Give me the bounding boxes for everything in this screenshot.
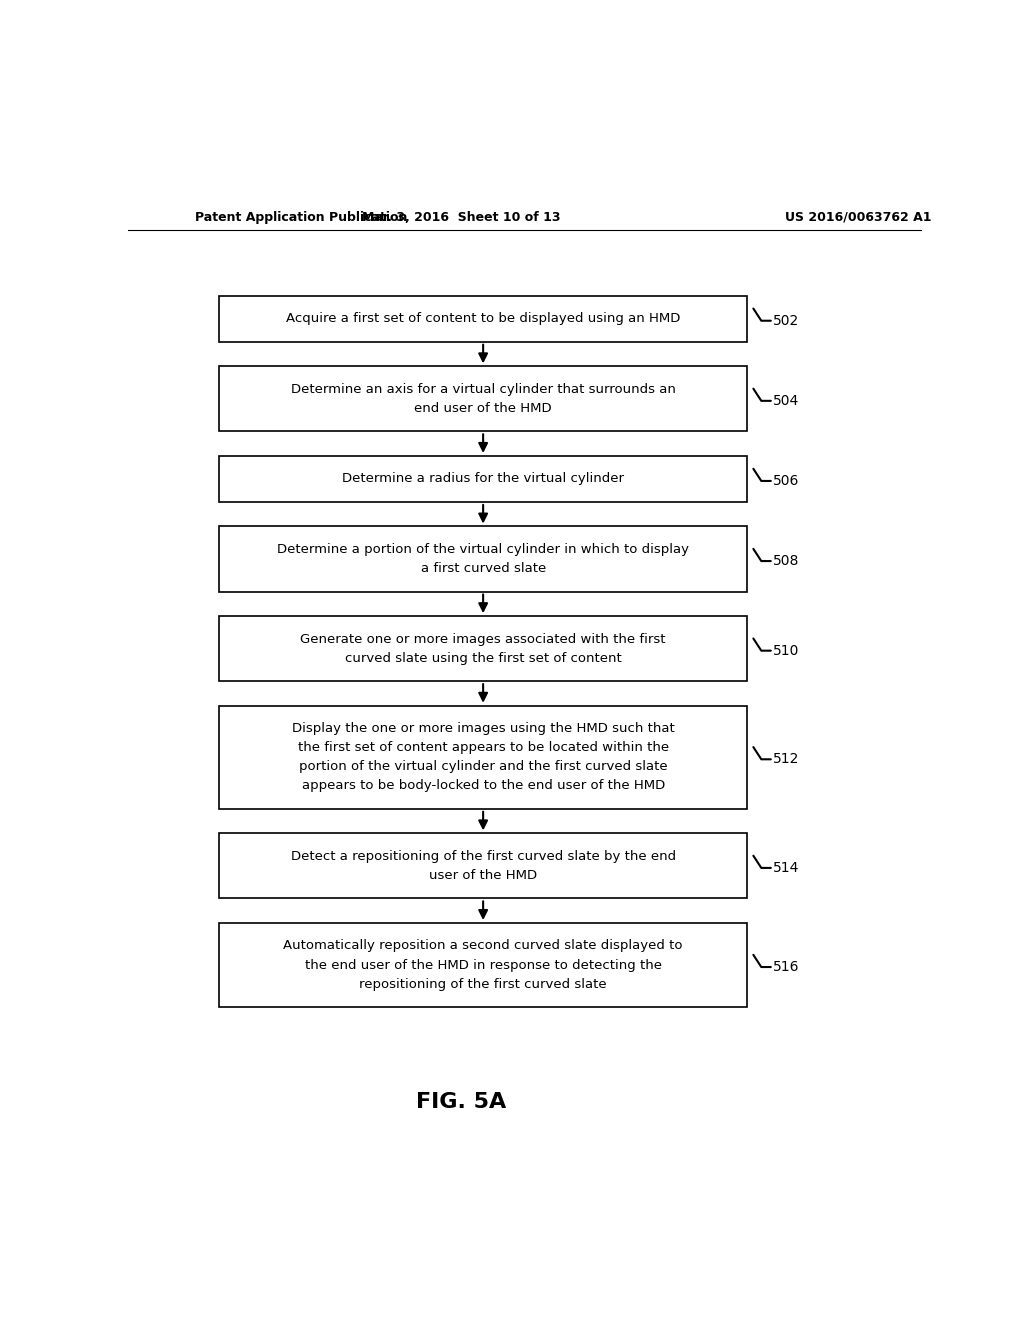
Text: user of the HMD: user of the HMD [429, 869, 538, 882]
Text: 504: 504 [773, 393, 800, 408]
Text: Generate one or more images associated with the first: Generate one or more images associated w… [300, 632, 666, 645]
Bar [219, 616, 748, 681]
Text: Determine a portion of the virtual cylinder in which to display: Determine a portion of the virtual cylin… [278, 543, 689, 556]
Text: Automatically reposition a second curved slate displayed to: Automatically reposition a second curved… [284, 940, 683, 953]
Text: portion of the virtual cylinder and the first curved slate: portion of the virtual cylinder and the … [299, 760, 668, 774]
Text: Mar. 3, 2016  Sheet 10 of 13: Mar. 3, 2016 Sheet 10 of 13 [362, 211, 560, 224]
Text: 506: 506 [773, 474, 800, 488]
Text: repositioning of the first curved slate: repositioning of the first curved slate [359, 978, 607, 990]
Text: Acquire a first set of content to be displayed using an HMD: Acquire a first set of content to be dis… [286, 313, 680, 325]
Text: Determine a radius for the virtual cylinder: Determine a radius for the virtual cylin… [342, 473, 625, 486]
Text: US 2016/0063762 A1: US 2016/0063762 A1 [784, 211, 932, 224]
Text: FIG. 5A: FIG. 5A [416, 1092, 507, 1111]
Bar [219, 706, 748, 809]
Bar [219, 296, 748, 342]
Bar [219, 923, 748, 1007]
Bar [219, 833, 748, 899]
Text: a first curved slate: a first curved slate [421, 562, 546, 576]
Text: appears to be body-locked to the end user of the HMD: appears to be body-locked to the end use… [301, 779, 665, 792]
Text: 512: 512 [773, 752, 800, 767]
Bar [219, 527, 748, 591]
Text: Determine an axis for a virtual cylinder that surrounds an: Determine an axis for a virtual cylinder… [291, 383, 676, 396]
Text: Display the one or more images using the HMD such that: Display the one or more images using the… [292, 722, 675, 735]
Text: Detect a repositioning of the first curved slate by the end: Detect a repositioning of the first curv… [291, 850, 676, 863]
Text: end user of the HMD: end user of the HMD [415, 401, 552, 414]
Text: curved slate using the first set of content: curved slate using the first set of cont… [345, 652, 622, 665]
Text: 514: 514 [773, 861, 800, 875]
Text: 516: 516 [773, 960, 800, 974]
Text: 510: 510 [773, 644, 800, 657]
Text: Patent Application Publication: Patent Application Publication [196, 211, 408, 224]
Text: the first set of content appears to be located within the: the first set of content appears to be l… [298, 742, 669, 754]
Bar [219, 455, 748, 502]
Text: 502: 502 [773, 314, 800, 327]
Text: the end user of the HMD in response to detecting the: the end user of the HMD in response to d… [304, 958, 662, 972]
Text: 508: 508 [773, 554, 800, 568]
Bar [219, 366, 748, 432]
